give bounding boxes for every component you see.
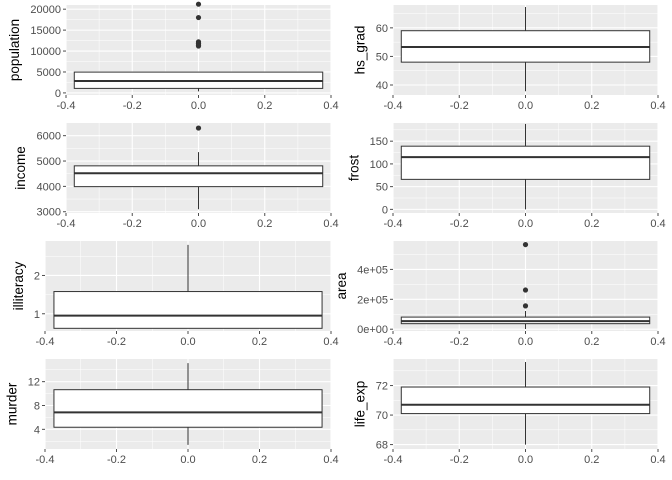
x-tick-label: 0.0 — [191, 100, 206, 112]
y-axis-title: hs_grad — [353, 26, 368, 75]
x-tick-label: 0.2 — [252, 336, 267, 348]
x-tick-label: -0.4 — [36, 336, 55, 348]
y-tick-label: 2 — [34, 270, 40, 282]
x-tick-label: 0.2 — [584, 100, 599, 112]
x-tick-label: 0.0 — [180, 336, 195, 348]
outlier-point — [522, 303, 529, 309]
panel-frost: -0.4 -0.2 0.0 0.2 0.4 0 50 100 150 frost — [346, 123, 666, 230]
x-tick-label: 0.4 — [650, 336, 665, 348]
outlier-point — [195, 125, 202, 131]
x-tick-label: 0.0 — [518, 218, 533, 230]
x-tick-label: 0.4 — [323, 100, 338, 112]
y-tick-label: 3000 — [37, 207, 61, 219]
y-tick-label: 60 — [376, 23, 388, 35]
y-tick-label: 5000 — [37, 156, 61, 168]
x-tick-label: -0.2 — [450, 454, 469, 466]
x-tick-label: -0.4 — [36, 454, 55, 466]
x-tick-label: -0.2 — [123, 100, 142, 112]
outlier-point — [195, 43, 202, 49]
y-tick-label: 1 — [34, 309, 40, 321]
box-iqr — [400, 145, 651, 180]
outlier-point — [522, 287, 529, 293]
x-tick-label: -0.4 — [384, 100, 403, 112]
x-tick-label: 0.2 — [584, 336, 599, 348]
x-tick-label: 0.0 — [518, 336, 533, 348]
x-tick-label: -0.4 — [384, 454, 403, 466]
y-tick-label: 68 — [376, 440, 388, 452]
y-axis-title: frost — [346, 155, 361, 182]
x-tick-label: -0.2 — [450, 336, 469, 348]
y-tick-label: 4e+05 — [357, 264, 388, 276]
panel-illiteracy: -0.4 -0.2 0.0 0.2 0.4 1 2 illiteracy — [11, 241, 339, 348]
x-tick-label: 0.4 — [323, 336, 338, 348]
panel-hs_grad: -0.4 -0.2 0.0 0.2 0.4 40 50 60 hs_grad — [353, 5, 666, 112]
box-iqr — [53, 389, 323, 428]
outlier-point — [195, 1, 202, 7]
y-tick-label: 0e+00 — [357, 324, 388, 336]
y-axis-title: population — [7, 19, 22, 81]
x-tick-label: -0.2 — [123, 218, 142, 230]
y-axis-title: murder — [5, 382, 20, 425]
x-tick-label: 0.2 — [252, 454, 267, 466]
box-iqr — [400, 386, 651, 415]
y-tick-label: 10000 — [30, 46, 61, 58]
x-tick-label: 0.0 — [518, 100, 533, 112]
x-tick-label: -0.2 — [107, 454, 126, 466]
x-tick-label: 0.4 — [650, 100, 665, 112]
y-axis-title: area — [334, 272, 349, 300]
x-tick-label: 0.4 — [650, 218, 665, 230]
y-tick-label: 6000 — [37, 131, 61, 143]
box-iqr — [73, 165, 324, 188]
x-tick-label: 0.4 — [650, 454, 665, 466]
x-tick-label: -0.2 — [450, 100, 469, 112]
y-tick-label: 4 — [34, 424, 40, 436]
x-tick-label: 0.4 — [323, 454, 338, 466]
y-axis-title: life_exp — [353, 381, 368, 428]
y-tick-label: 150 — [370, 136, 388, 148]
x-tick-label: -0.4 — [384, 336, 403, 348]
y-tick-label: 2e+05 — [357, 294, 388, 306]
y-tick-label: 15000 — [30, 25, 61, 37]
x-tick-label: -0.2 — [450, 218, 469, 230]
outlier-point — [522, 241, 529, 248]
box-iqr — [53, 291, 323, 329]
panel-murder: -0.4 -0.2 0.0 0.2 0.4 4 8 12 murder — [5, 359, 339, 466]
y-tick-label: 8 — [34, 400, 40, 412]
y-tick-label: 5000 — [37, 67, 61, 79]
y-tick-label: 50 — [376, 51, 388, 63]
x-tick-label: -0.2 — [107, 336, 126, 348]
outlier-point — [195, 14, 202, 21]
y-tick-label: 40 — [376, 80, 388, 92]
x-tick-label: 0.0 — [518, 454, 533, 466]
x-tick-label: 0.0 — [180, 454, 195, 466]
panel-area: -0.4 -0.2 0.0 0.2 0.4 0e+00 2e+05 4e+05 area — [334, 241, 666, 348]
y-tick-label: 0 — [55, 88, 61, 100]
panel-income: -0.4 -0.2 0.0 0.2 0.4 3000 4000 5000 6000 income — [13, 123, 339, 230]
panel-population: -0.4 -0.2 0.0 0.2 0.4 0 5000 10000 15000 20000 pop… — [7, 1, 339, 112]
y-tick-label: 100 — [370, 159, 388, 171]
y-tick-label: 20000 — [30, 4, 61, 16]
y-tick-label: 70 — [376, 410, 388, 422]
y-tick-label: 50 — [376, 182, 388, 194]
y-tick-label: 72 — [376, 381, 388, 393]
y-tick-label: 0 — [382, 204, 388, 216]
x-tick-label: 0.2 — [584, 218, 599, 230]
panel-life_exp: -0.4 -0.2 0.0 0.2 0.4 68 70 72 life_exp — [353, 359, 666, 466]
x-tick-label: 0.2 — [257, 218, 272, 230]
y-tick-label: 12 — [28, 377, 40, 389]
x-tick-label: 0.2 — [257, 100, 272, 112]
x-tick-label: 0.2 — [584, 454, 599, 466]
x-tick-label: -0.4 — [384, 218, 403, 230]
x-tick-label: -0.4 — [57, 100, 76, 112]
y-tick-label: 4000 — [37, 181, 61, 193]
x-tick-label: 0.0 — [191, 218, 206, 230]
y-axis-title: income — [13, 146, 28, 190]
x-tick-label: 0.4 — [323, 218, 338, 230]
y-axis-title: illiteracy — [11, 261, 26, 310]
x-tick-label: -0.4 — [57, 218, 76, 230]
